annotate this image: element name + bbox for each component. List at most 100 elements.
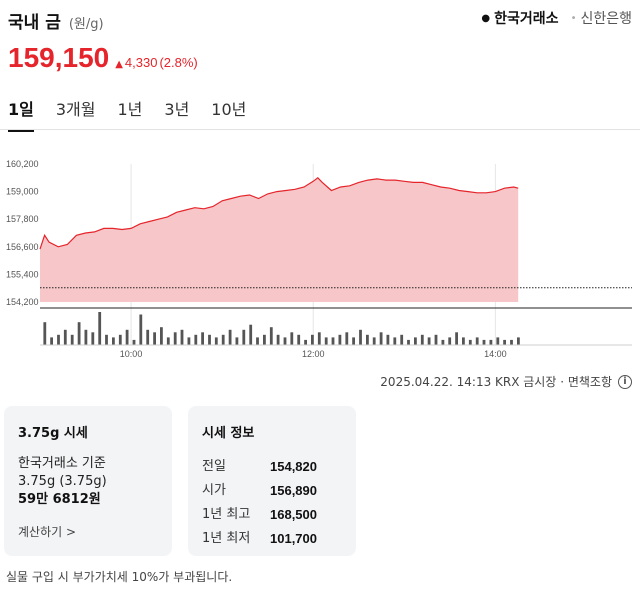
- volume-bar: [187, 337, 191, 345]
- price-change-pct: (2.8%): [159, 55, 198, 70]
- volume-bar: [180, 329, 184, 345]
- info-row-1y-high: 1년 최고 168,500: [202, 503, 342, 527]
- volume-bar: [407, 339, 410, 345]
- info-label: 1년 최고: [202, 507, 251, 522]
- volume-bar: [70, 334, 74, 345]
- tabs-divider: [0, 129, 640, 130]
- volume-bar: [441, 339, 445, 345]
- volume-bar: [43, 322, 47, 345]
- volume-bar: [160, 327, 163, 345]
- card-market-info-title: 시세 정보: [202, 426, 255, 441]
- card-3-75g-price: 59만 6812원: [18, 492, 101, 507]
- current-price: 159,150: [8, 42, 110, 73]
- volume-bar: [359, 329, 362, 345]
- volume-bar: [448, 337, 452, 345]
- tab-3y[interactable]: 3년: [164, 100, 190, 119]
- volume-bar: [283, 337, 287, 345]
- volume-bar: [311, 334, 314, 345]
- y-tick-label: 160,200: [6, 159, 39, 169]
- volume-bar: [496, 337, 500, 345]
- timestamp-row: 2025.04.22. 14:13 KRX 금시장 · 면책조항 i: [380, 373, 632, 390]
- info-value: 168,500: [270, 507, 317, 522]
- price-change: 4,330: [124, 55, 158, 70]
- source-krx-label: 한국거래소: [494, 11, 559, 27]
- volume-bar: [455, 332, 458, 345]
- page-title: 국내 금: [8, 13, 61, 33]
- volume-bar: [91, 332, 95, 345]
- volume-bar: [125, 329, 129, 345]
- source-krx[interactable]: ● 한국거래소: [481, 8, 558, 28]
- calculate-link[interactable]: 계산하기 >: [18, 525, 77, 539]
- volume-bar: [221, 334, 225, 345]
- volume-bar: [263, 334, 266, 345]
- card-market-info: 시세 정보 전일 154,820 시가 156,890 1년 최고 168,50…: [188, 406, 356, 556]
- volume-bar: [352, 337, 355, 345]
- info-row-open: 시가 156,890: [202, 479, 342, 503]
- volume-bar: [338, 334, 342, 345]
- selected-dot-icon: ●: [481, 12, 491, 24]
- y-tick-label: 155,400: [6, 269, 39, 279]
- volume-bar: [146, 329, 150, 345]
- source-shinhan-label: 신한은행: [580, 11, 632, 27]
- volume-bar: [503, 339, 506, 345]
- y-tick-label: 156,600: [6, 242, 39, 252]
- volume-bar: [489, 339, 493, 345]
- volume-bar: [304, 339, 307, 345]
- volume-bar: [393, 337, 397, 345]
- volume-bar: [208, 334, 211, 345]
- volume-bar: [324, 337, 328, 345]
- volume-bar: [132, 339, 136, 345]
- price-chart[interactable]: 160,200 159,000 157,800 156,600 155,400 154,2…: [0, 150, 640, 366]
- tab-10y[interactable]: 10년: [211, 100, 247, 119]
- volume-bar: [366, 334, 369, 345]
- volume-bar: [139, 314, 143, 345]
- volume-bar: [235, 337, 239, 345]
- volume-bar: [112, 337, 115, 345]
- info-label: 전일: [202, 459, 226, 474]
- volume-bar: [386, 334, 390, 345]
- volume-bar: [194, 334, 198, 345]
- tab-3m[interactable]: 3개월: [55, 100, 96, 119]
- period-tabs: 1일 3개월 1년 3년 10년: [8, 96, 268, 132]
- volume-bar: [57, 334, 60, 345]
- price-row: 159,150 ▲ 4,330 (2.8%): [8, 42, 198, 74]
- volume-bar: [105, 334, 108, 345]
- volume-bar: [468, 339, 472, 345]
- up-arrow-icon: ▲: [115, 59, 123, 70]
- volume-bar: [297, 334, 301, 345]
- volume-bar: [118, 334, 122, 345]
- volume-bar: [517, 337, 520, 345]
- card-3-75g-title: 3.75g 시세: [18, 426, 88, 441]
- volume-bar: [510, 339, 513, 345]
- volume-bar: [249, 324, 253, 345]
- info-icon[interactable]: i: [618, 374, 632, 389]
- info-label: 1년 최저: [202, 531, 251, 546]
- info-value: 154,820: [270, 459, 317, 474]
- header: 국내 금 (원/g): [8, 8, 104, 33]
- tab-1y[interactable]: 1년: [117, 100, 143, 119]
- volume-bar: [427, 337, 431, 345]
- info-value: 101,700: [270, 531, 317, 546]
- price-chart-svg: 160,200 159,000 157,800 156,600 155,400 154,2…: [6, 159, 632, 359]
- tab-1d[interactable]: 1일: [8, 96, 34, 132]
- volume-bar: [372, 337, 376, 345]
- x-tick-label: 12:00: [302, 349, 325, 359]
- card-3-75g: 3.75g 시세 한국거래소 기준 3.75g (3.75g) 59만 6812…: [4, 406, 172, 556]
- volume-bar: [166, 337, 170, 345]
- volume-bar: [98, 312, 102, 345]
- price-area-fill: [40, 177, 519, 302]
- volume-bar: [434, 334, 438, 345]
- info-value: 156,890: [270, 483, 317, 498]
- volume-bar: [317, 332, 321, 345]
- volume-bar: [77, 322, 81, 345]
- source-shinhan[interactable]: • 신한은행: [571, 8, 632, 28]
- volume-bar: [290, 332, 294, 345]
- volume-bar: [173, 332, 177, 345]
- unit-label: (원/g): [68, 17, 104, 32]
- x-tick-label: 10:00: [120, 349, 143, 359]
- volume-bar: [414, 337, 417, 345]
- volume-bar: [400, 334, 404, 345]
- unselected-dot-icon: •: [570, 12, 577, 24]
- info-row-1y-low: 1년 최저 101,700: [202, 527, 342, 551]
- volume-bar: [242, 329, 246, 345]
